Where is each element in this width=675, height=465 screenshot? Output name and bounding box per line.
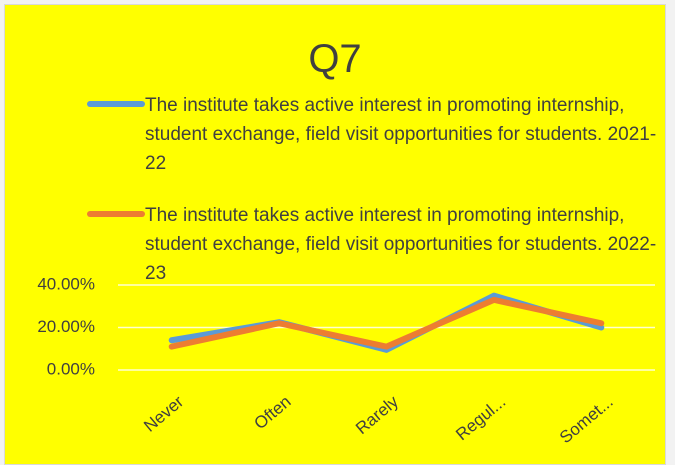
x-tick-label: Never [140,392,187,436]
series-line [168,292,605,353]
legend-label: The institute takes active interest in p… [145,205,657,284]
chart-title: Q7 [308,37,362,81]
y-tick-label: 0.00% [47,359,95,378]
x-tick-label: Rarely [352,392,402,438]
legend-label: The institute takes active interest in p… [145,95,657,174]
x-tick-label: Often [250,392,294,433]
series-line [168,296,605,350]
x-tick-label: Regul... [452,392,509,444]
legend-swatch [87,211,145,217]
x-tick-label: Somet... [556,392,617,447]
legend-swatch [87,101,145,107]
y-tick-label: 40.00% [37,274,95,293]
chart-area: Q7 The institute takes active interest i… [4,4,666,465]
y-tick-label: 20.00% [37,317,95,336]
